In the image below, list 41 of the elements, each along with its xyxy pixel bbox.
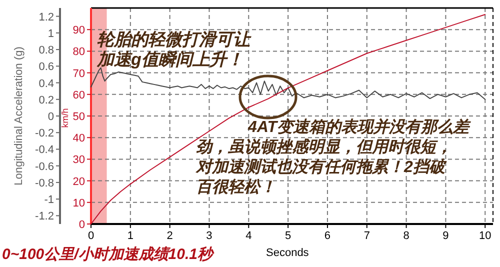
y-tick-label: -0.4 xyxy=(35,144,54,156)
y-tick-label: 1 xyxy=(48,28,54,40)
y2-tick-label: 50 xyxy=(72,111,85,123)
y-tick-label: 0.6 xyxy=(38,61,54,74)
y-tick-label: 0.8 xyxy=(38,44,54,57)
y2-tick-label: 60 xyxy=(72,89,85,102)
x-tick-label: 8 xyxy=(403,230,410,242)
y-tick-label: 1.2 xyxy=(38,11,54,24)
line-series xyxy=(90,67,486,100)
y-tick-label: -0.8 xyxy=(35,177,54,190)
y-tick-label: -1 xyxy=(44,194,54,206)
x-axis-title: Seconds xyxy=(266,247,310,259)
x-tick-label: 7 xyxy=(364,230,370,242)
y-tick-label: -0.2 xyxy=(35,128,54,140)
y2-tick-label: 20 xyxy=(72,176,85,188)
x-tick-label: 6 xyxy=(324,230,331,242)
y2-tick-label: 70 xyxy=(72,68,85,80)
y2-tick-label: 40 xyxy=(72,132,85,145)
annotation: 轮胎的轻微打滑可让加速g值瞬间上升！ xyxy=(95,30,252,69)
y2-tick-label: 0 xyxy=(78,219,85,231)
x-tick-label: 4 xyxy=(246,230,252,242)
y2-tick-label: 10 xyxy=(72,197,85,210)
y-tick-label: 0.4 xyxy=(38,78,54,90)
line-series xyxy=(90,14,486,224)
y-tick-label: -1.2 xyxy=(35,210,54,223)
y-tick-label: -0.6 xyxy=(35,160,54,173)
y-tick-label: 0 xyxy=(48,111,54,123)
x-tick-label: 3 xyxy=(206,230,212,242)
y-tick-label: 0.2 xyxy=(38,94,54,106)
x-tick-label: 5 xyxy=(284,230,292,242)
y2-tick-label: 90 xyxy=(72,24,85,37)
x-tick-label: 9 xyxy=(442,230,449,242)
x-tick-label: 1 xyxy=(127,230,134,242)
y2-axis-title: km/h xyxy=(60,108,70,128)
y-axis-title: Longitudinal Acceleration (g) xyxy=(13,46,25,186)
text: 0~100公里/小时加速成绩10.1秒 xyxy=(2,246,214,263)
y2-tick-label: 30 xyxy=(72,154,85,166)
y2-tick-label: 80 xyxy=(72,46,85,58)
x-tick-label: 0 xyxy=(88,230,94,242)
x-tick-label: 2 xyxy=(166,230,173,242)
x-tick-label: 10 xyxy=(478,230,492,242)
